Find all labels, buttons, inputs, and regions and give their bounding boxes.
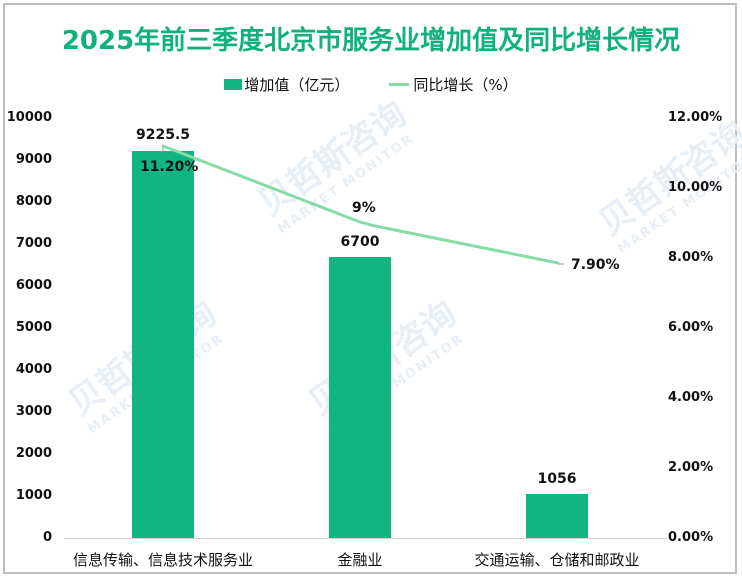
legend-label: 增加值（亿元） bbox=[244, 76, 350, 94]
y2-axis-tick: 10.00% bbox=[668, 180, 723, 195]
bar-finance[interactable] bbox=[329, 257, 391, 538]
y-axis-tick: 6000 bbox=[15, 278, 52, 293]
pct-label: 7.90% bbox=[571, 257, 620, 273]
category-label: 金融业 bbox=[337, 551, 383, 569]
y-axis-tick: 7000 bbox=[15, 236, 52, 251]
y2-axis-tick: 2.00% bbox=[668, 460, 714, 475]
line-swatch-icon bbox=[389, 83, 410, 86]
y-axis-tick: 9000 bbox=[15, 152, 52, 167]
legend-item-line[interactable]: 同比增长（%） bbox=[389, 74, 518, 95]
y2-axis-tick: 0.00% bbox=[668, 530, 714, 545]
y2-axis-tick: 12.00% bbox=[668, 110, 723, 125]
y-axis-tick: 4000 bbox=[15, 362, 52, 377]
legend: 增加值（亿元） 同比增长（%） bbox=[0, 74, 742, 95]
bar-value-label: 1056 bbox=[537, 471, 577, 487]
y-axis-tick: 10000 bbox=[6, 110, 52, 125]
y-axis-tick: 8000 bbox=[15, 194, 52, 209]
bar-transport[interactable] bbox=[526, 494, 588, 538]
y-axis-tick: 0 bbox=[42, 530, 52, 545]
y-axis-tick: 1000 bbox=[15, 488, 52, 503]
bar-value-label: 9225.5 bbox=[135, 127, 191, 143]
x-axis-line bbox=[64, 538, 668, 539]
legend-item-bar[interactable]: 增加值（亿元） bbox=[224, 74, 349, 95]
y-axis-tick: 2000 bbox=[15, 446, 52, 461]
chart-title: 2025年前三季度北京市服务业增加值及同比增长情况 bbox=[61, 26, 681, 56]
y2-axis-tick: 6.00% bbox=[668, 320, 714, 335]
y-axis-tick: 3000 bbox=[15, 404, 52, 419]
y-axis-tick: 5000 bbox=[15, 320, 52, 335]
y2-axis-tick: 8.00% bbox=[668, 250, 714, 265]
pct-label: 9% bbox=[352, 200, 376, 216]
category-label: 交通运输、仓储和邮政业 bbox=[474, 551, 640, 569]
legend-label: 同比增长（%） bbox=[413, 76, 518, 94]
pct-label: 11.20% bbox=[140, 159, 199, 175]
bar-info-tech[interactable] bbox=[132, 151, 194, 538]
bar-value-label: 6700 bbox=[340, 234, 380, 250]
category-label: 信息传输、信息技术服务业 bbox=[72, 551, 253, 569]
bar-swatch-icon bbox=[224, 79, 243, 90]
y2-axis-tick: 4.00% bbox=[668, 390, 714, 405]
